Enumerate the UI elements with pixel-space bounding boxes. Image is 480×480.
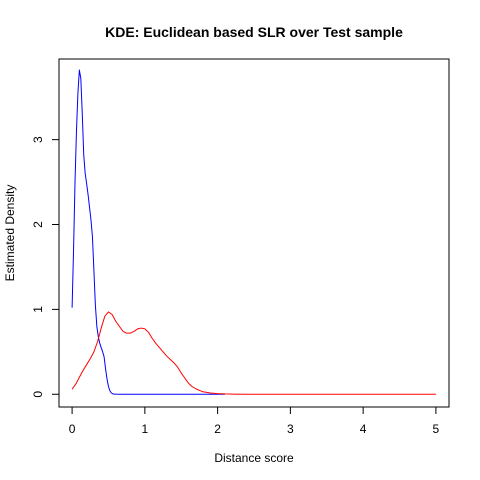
- y-tick-label: 0: [31, 391, 45, 398]
- x-tick-label: 0: [69, 422, 76, 436]
- x-tick-label: 1: [142, 422, 149, 436]
- y-tick-label: 1: [31, 306, 45, 313]
- x-tick-label: 4: [360, 422, 367, 436]
- series-lines: [71, 69, 436, 395]
- series-line-2: [71, 311, 436, 395]
- x-axis: 0 1 2 3 4 5: [69, 406, 440, 436]
- x-axis-label: Distance score: [214, 451, 294, 465]
- x-tick-label: 5: [433, 422, 440, 436]
- y-tick-label: 2: [31, 221, 45, 228]
- y-axis-label: Estimated Density: [3, 185, 17, 282]
- chart-title: KDE: Euclidean based SLR over Test sampl…: [105, 24, 403, 40]
- x-tick-label: 3: [287, 422, 294, 436]
- series-line-1: [71, 69, 225, 395]
- y-tick-label: 3: [31, 136, 45, 143]
- plot-frame: [58, 58, 450, 408]
- y-axis: 0 1 2 3: [31, 136, 60, 398]
- x-tick-label: 2: [214, 422, 221, 436]
